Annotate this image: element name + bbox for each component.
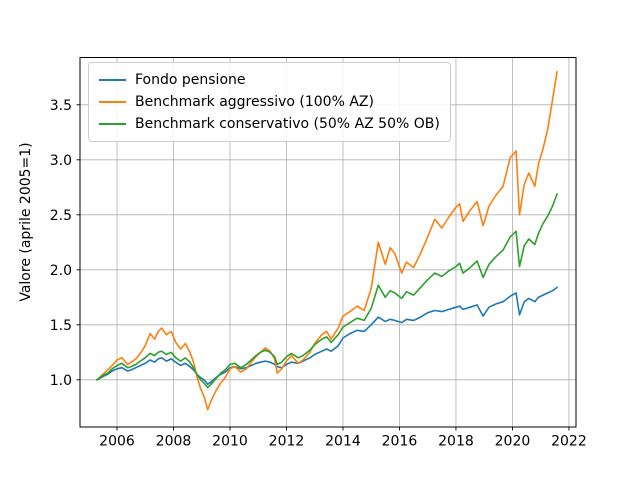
y-tick-label: 2.5 bbox=[50, 208, 72, 224]
y-tick-label: 3.5 bbox=[50, 98, 72, 114]
x-tick-label: 2010 bbox=[212, 434, 248, 450]
x-tick-label: 2022 bbox=[551, 434, 587, 450]
series-line-benchmark-conservativo bbox=[96, 193, 558, 389]
axes-border bbox=[79, 57, 577, 428]
y-axis-label: Valore (aprile 2005=1) bbox=[18, 142, 34, 302]
legend-line-swatch bbox=[99, 101, 126, 103]
legend-label: Fondo pensione bbox=[135, 72, 246, 88]
legend-item-benchmark-aggressivo: Benchmark aggressivo (100% AZ) bbox=[99, 91, 440, 113]
legend-label: Benchmark aggressivo (100% AZ) bbox=[135, 94, 374, 110]
x-tick-label: 2020 bbox=[495, 434, 531, 450]
y-tick-label: 2.0 bbox=[50, 263, 72, 279]
x-tick-label: 2006 bbox=[99, 434, 135, 450]
series-line-fondo-pensione bbox=[96, 286, 558, 386]
series-line-benchmark-aggressivo bbox=[96, 71, 558, 411]
y-tick-label: 1.5 bbox=[50, 318, 72, 334]
y-tick-label: 3.0 bbox=[50, 153, 72, 169]
x-tick-label: 2016 bbox=[382, 434, 418, 450]
legend-item-benchmark-conservativo: Benchmark conservativo (50% AZ 50% OB) bbox=[99, 113, 440, 135]
x-tick-label: 2012 bbox=[269, 434, 305, 450]
legend: Fondo pensione Benchmark aggressivo (100… bbox=[88, 62, 451, 142]
legend-label: Benchmark conservativo (50% AZ 50% OB) bbox=[135, 116, 440, 132]
x-tick-label: 2008 bbox=[156, 434, 192, 450]
legend-line-swatch bbox=[99, 79, 126, 81]
y-tick-label: 1.0 bbox=[50, 373, 72, 389]
x-tick-label: 2018 bbox=[438, 434, 474, 450]
legend-item-fondo-pensione: Fondo pensione bbox=[99, 69, 440, 91]
x-tick-label: 2014 bbox=[325, 434, 361, 450]
legend-line-swatch bbox=[99, 123, 126, 125]
